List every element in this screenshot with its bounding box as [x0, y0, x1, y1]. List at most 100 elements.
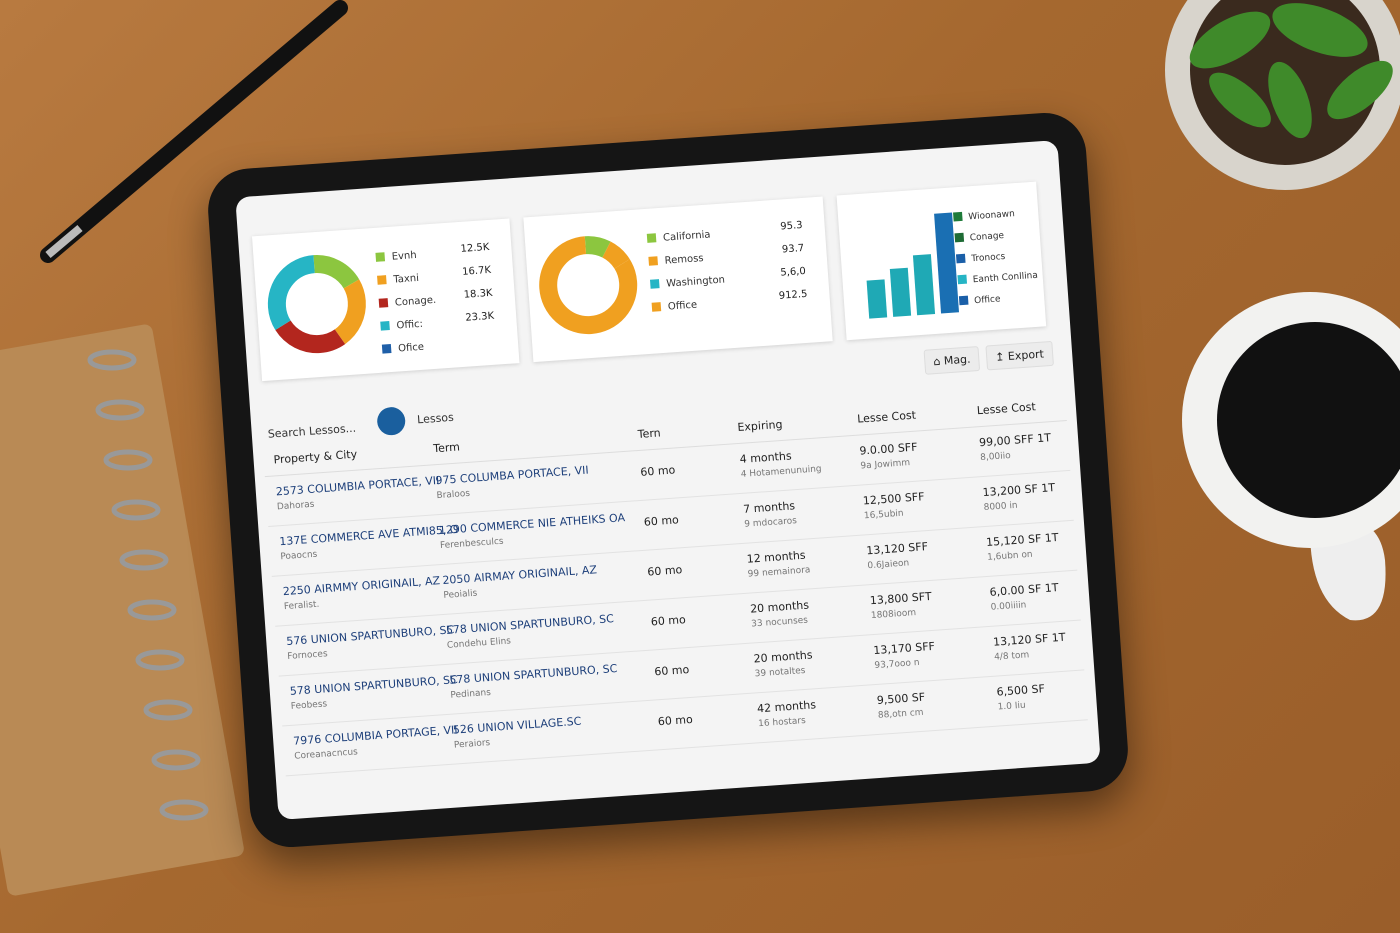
cell-main: 9,500 SF — [876, 690, 926, 707]
cell-sub: Ferenbesculcs — [439, 536, 504, 552]
button-label: Mag. — [943, 352, 971, 368]
cell-main: 13,170 SFF — [872, 639, 936, 658]
cell-sub: Peoialis — [443, 588, 478, 601]
cell-main: 137E COMMERCE AVE ATMI85, O — [278, 522, 459, 549]
legend-value: 18.3K — [463, 288, 493, 301]
cell-sub: Poaocns — [280, 549, 318, 563]
legend-label: Evnh — [391, 250, 417, 263]
cell: 60 mo — [646, 563, 683, 579]
cell-main: 6,0.00 SF 1T — [989, 581, 1059, 599]
cell: 60 mo — [653, 662, 690, 679]
tab-icon[interactable] — [376, 406, 407, 437]
cell-main: 578 UNION SPARTUNBURO, SC — [448, 662, 618, 687]
column-header: Expiring — [737, 417, 783, 435]
export-button[interactable]: ↥ Export — [985, 340, 1054, 371]
coffee — [1217, 322, 1400, 518]
cell-sub: 1.0 Iiu — [997, 700, 1027, 713]
bar — [866, 279, 888, 319]
cell-sub: Dahoras — [276, 499, 315, 513]
bar — [889, 267, 912, 317]
cell-main: 20 months — [749, 598, 810, 616]
cell-sub: 9 mdocaros — [743, 516, 798, 530]
cell-main: 578 UNION SPARTUNBURO, SC — [289, 673, 459, 698]
cell: 60 mo — [639, 463, 676, 479]
cell-main: 975 COLUMBA PORTACE, VII — [435, 463, 590, 488]
mag-button[interactable]: ⌂ Mag. — [923, 346, 981, 375]
cell-main: 99,00 SFF 1T — [978, 431, 1052, 450]
legend-label: Eanth Conllina — [972, 271, 1038, 286]
cell-sub: 9a Jowimm — [860, 458, 911, 472]
search-box[interactable]: Search Lessos... — [267, 421, 357, 441]
legend-label: Taxni — [392, 273, 419, 286]
legend-swatch — [377, 275, 387, 285]
column-header: Term — [432, 440, 461, 456]
tablet: Evnh 12.5K Taxni 16.7K Conage. 18.3K Offic: 23.… — [205, 110, 1131, 850]
legend-swatch — [381, 344, 392, 354]
column-header: Tern — [637, 426, 662, 441]
legend-label: Conage. — [395, 295, 437, 309]
chart-card: California 95.3 Remoss 93.7 Washington 5,6,0 O… — [523, 196, 833, 363]
cell: 60 mo — [657, 712, 694, 729]
screen: Evnh 12.5K Taxni 16.7K Conage. 18.3K Offic: 23.… — [235, 140, 1101, 820]
bar — [912, 254, 936, 316]
cell-main: 4 months — [739, 449, 793, 466]
legend-label: Washington — [666, 275, 725, 290]
column-header: Lesse Cost — [976, 400, 1037, 418]
notebook-rings — [87, 349, 209, 821]
cell-sub: Pedinans — [450, 687, 492, 701]
cell-main: 15,120 SF 1T — [985, 530, 1059, 549]
legend-label: Conage — [970, 231, 1005, 243]
legend-value: 93.7 — [782, 243, 805, 256]
cell-main: 2250 AIRMMY ORIGINAIL, AZ — [282, 574, 441, 599]
legend-swatch — [955, 253, 966, 264]
cell-sub: Coreanacncus — [294, 747, 359, 762]
legend-swatch — [380, 321, 390, 331]
legend-swatch — [648, 256, 658, 266]
cell-main: 42 months — [756, 698, 817, 716]
tab-label[interactable]: Lessos — [416, 410, 455, 427]
column-header: Lesse Cost — [856, 408, 917, 426]
pen-tip — [45, 224, 83, 259]
cell-sub: Braloos — [436, 488, 471, 502]
legend-value: 95.3 — [780, 220, 803, 233]
cell-main: 578 UNION SPARTUNBURO, SC — [445, 612, 615, 637]
legend-swatch — [954, 232, 965, 243]
legend-label: Wioonawn — [968, 209, 1015, 222]
cell-main: 20 months — [753, 648, 813, 666]
button-label: Export — [1007, 347, 1045, 363]
cell-sub: Feobess — [290, 699, 328, 712]
donut-segment — [539, 236, 638, 335]
legend-swatch — [957, 274, 968, 285]
bar-chart: Wioonawn Conage Tronocs Eanth Conllina Offic… — [866, 209, 1038, 319]
cell-main: 1290 COMMERCE NIE ATHEIKS OA — [438, 511, 626, 538]
lease-table: Property & City Term Tern Expiring Lesse Cos… — [253, 389, 1101, 820]
legend-value: 12.5K — [460, 242, 490, 255]
legend-swatch — [649, 279, 660, 289]
bar — [934, 212, 960, 314]
cell-main: 6,500 SF — [996, 682, 1046, 699]
cell-main: 2050 AIRMAY ORIGINAIL, AZ — [442, 563, 598, 587]
cell-sub: 99 nemainora — [747, 565, 811, 580]
donut-segment — [267, 255, 366, 354]
cell-sub: 8,00iio — [979, 451, 1012, 464]
cell-sub: 33 nocunses — [750, 615, 809, 630]
cell-main: 9.0.00 SFF — [858, 440, 918, 458]
legend-swatch — [378, 298, 389, 308]
cell-sub: 8000 in — [983, 500, 1018, 514]
donut-segment — [267, 255, 366, 354]
pen — [40, 0, 348, 263]
legend-value: 23.3K — [465, 311, 495, 324]
cell-sub: 16 hostars — [757, 715, 807, 730]
cell-sub: Fornoces — [287, 649, 328, 662]
cell-sub: 39 notaltes — [754, 665, 806, 680]
cell-sub: Feralist. — [283, 599, 320, 613]
legend-swatch — [646, 233, 657, 243]
legend-value: 16.7K — [462, 265, 492, 278]
legend-swatch — [958, 295, 969, 306]
legend-label: Tronocs — [970, 252, 1006, 264]
cell-sub: Condehu Elins — [446, 636, 512, 651]
cell-main: 7 months — [742, 499, 796, 516]
column-header: Property & City — [273, 447, 358, 467]
